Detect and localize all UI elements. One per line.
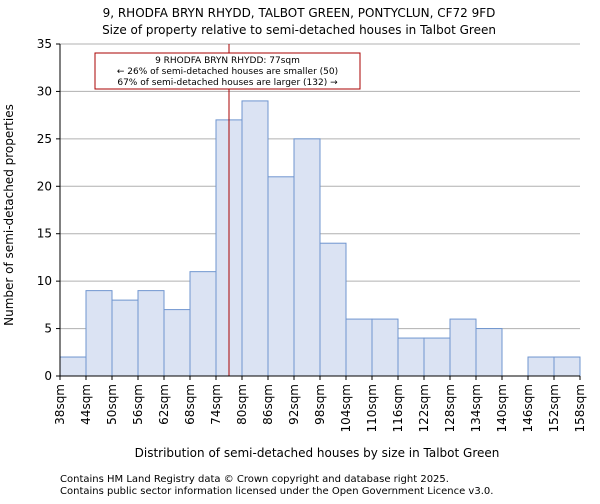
y-tick-label: 30 [37, 84, 52, 98]
y-tick-label: 5 [44, 322, 52, 336]
annotation-box [94, 52, 361, 90]
histogram-bar [449, 318, 477, 377]
histogram-bar [475, 328, 503, 377]
histogram-bar [293, 138, 321, 377]
histogram-bar [59, 356, 87, 377]
annotation-line-3: 67% of semi-detached houses are larger (… [117, 78, 338, 88]
x-tick-label: 56sqm [131, 384, 145, 425]
marker: 9 RHODFA BRYN RHYDD: 77sqm← 26% of semi-… [94, 44, 361, 376]
y-tick-label: 35 [37, 37, 52, 51]
histogram-bar [163, 309, 191, 377]
x-axis-label: Distribution of semi-detached houses by … [135, 446, 500, 460]
x-tick-label: 98sqm [313, 384, 327, 425]
x-tick-label: 92sqm [287, 384, 301, 425]
x-tick-label: 80sqm [235, 384, 249, 425]
histogram-bar [527, 356, 555, 377]
x-tick-label: 122sqm [417, 384, 431, 432]
x-tick-label: 38sqm [53, 384, 67, 425]
histogram-bar [137, 290, 165, 377]
y-tick-label: 15 [37, 227, 52, 241]
x-tick-label: 116sqm [391, 384, 405, 432]
footer-line-1: Contains HM Land Registry data © Crown c… [60, 474, 449, 485]
histogram-bar [423, 337, 451, 377]
x-tick-label: 158sqm [573, 384, 587, 432]
y-tick-label: 10 [37, 274, 52, 288]
x-tick-labels: 38sqm 44sqm 50sqm 56sqm 62sqm 68sqm 74sqm 80sqm… [53, 376, 587, 432]
histogram-bar [553, 356, 581, 377]
x-tick-label: 44sqm [79, 384, 93, 425]
y-axis-label: Number of semi-detached properties [2, 104, 16, 326]
histogram-bar [371, 318, 399, 377]
histogram-bar [85, 290, 113, 377]
y-tick-label: 20 [37, 179, 52, 193]
x-tick-label: 152sqm [547, 384, 561, 432]
histogram-bar [319, 242, 347, 377]
chart-title: 9, RHODFA BRYN RHYDD, TALBOT GREEN, PONT… [103, 6, 496, 20]
footer-line-2: Contains public sector information licen… [60, 486, 493, 497]
annotation-line-1: 9 RHODFA BRYN RHYDD: 77sqm [155, 56, 300, 66]
x-tick-label: 146sqm [521, 384, 535, 432]
y-tick-label: 0 [44, 369, 52, 383]
x-tick-label: 50sqm [105, 384, 119, 425]
y-tick-label: 25 [37, 132, 52, 146]
histogram-bar [111, 299, 139, 377]
annotation-line-2: ← 26% of semi-detached houses are smalle… [117, 67, 338, 77]
histogram-bar [345, 318, 373, 377]
histogram-bar [397, 337, 425, 377]
bars [59, 100, 581, 377]
y-tick-labels: 0 5 10 15 20 25 30 35 [37, 37, 60, 383]
x-tick-label: 62sqm [157, 384, 171, 425]
x-tick-label: 86sqm [261, 384, 275, 425]
x-tick-label: 110sqm [365, 384, 379, 432]
x-tick-label: 134sqm [469, 384, 483, 432]
histogram-bar [267, 176, 295, 377]
x-tick-label: 128sqm [443, 384, 457, 432]
histogram-bar [241, 100, 269, 377]
chart-subtitle: Size of property relative to semi-detach… [102, 23, 496, 37]
x-tick-label: 140sqm [495, 384, 509, 432]
histogram-bar [189, 271, 217, 377]
x-tick-label: 74sqm [209, 384, 223, 425]
x-tick-label: 68sqm [183, 384, 197, 425]
x-tick-label: 104sqm [339, 384, 353, 432]
